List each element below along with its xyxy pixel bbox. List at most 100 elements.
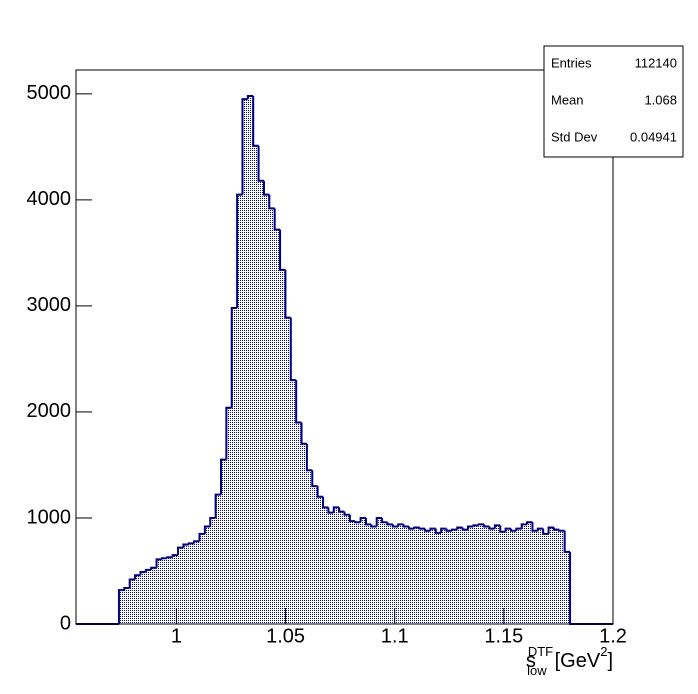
x-tick-label: 1 — [171, 625, 182, 647]
bar-fill — [532, 530, 538, 624]
bar-fill — [178, 547, 184, 624]
bar-fill — [258, 180, 264, 625]
bar-fill — [194, 541, 200, 624]
bar — [128, 578, 136, 624]
bar-outline — [252, 95, 259, 147]
x-axis-title: sDTF low [GeV2] — [526, 644, 613, 678]
bar-outline — [354, 521, 361, 524]
bar-outline — [418, 527, 426, 530]
bar — [493, 524, 501, 624]
bar-fill — [215, 494, 221, 624]
bar-fill — [510, 530, 517, 624]
stats-value: 0.04941 — [630, 129, 677, 144]
bar-fill — [253, 145, 259, 624]
bar — [117, 589, 125, 624]
bar — [391, 524, 399, 624]
bar-fill — [312, 486, 318, 624]
bar-fill — [414, 527, 420, 624]
bar — [375, 516, 383, 624]
bar-outline — [123, 586, 130, 591]
bar-outline — [305, 443, 313, 472]
bar-outline — [467, 525, 474, 530]
bar-fill — [156, 559, 162, 624]
bar — [407, 526, 415, 624]
bar-outline — [241, 98, 248, 195]
bar — [445, 528, 452, 624]
bar — [509, 528, 517, 624]
bar-outline — [563, 530, 571, 553]
bar-outline — [407, 526, 415, 530]
bar — [123, 586, 130, 624]
bar — [279, 229, 286, 624]
bar — [241, 98, 248, 624]
bar-outline — [144, 568, 152, 573]
x-tick-label: 1.15 — [484, 625, 523, 647]
bar — [262, 180, 270, 624]
bar-outline — [526, 521, 533, 525]
bar — [316, 486, 324, 624]
bar-fill — [516, 528, 522, 624]
bar-outline — [262, 180, 270, 196]
bar — [477, 523, 485, 624]
bar-fill — [285, 317, 291, 624]
bar — [381, 517, 388, 624]
bar-outline — [424, 528, 431, 532]
bar — [295, 380, 302, 624]
bar-fill — [333, 507, 340, 624]
bar-fill — [462, 529, 469, 624]
bar-outline — [246, 94, 254, 100]
bar — [499, 525, 506, 624]
bar — [488, 526, 495, 624]
bar — [359, 516, 366, 624]
bar-fill — [489, 528, 495, 624]
bar-fill — [408, 528, 415, 624]
bar-fill — [172, 555, 179, 624]
bar — [542, 528, 549, 624]
bar-outline — [370, 524, 377, 528]
bar-outline — [386, 522, 393, 526]
bar-outline — [343, 511, 350, 516]
stats-label: Std Dev — [551, 129, 598, 144]
bar — [332, 506, 340, 624]
bar-outline — [166, 556, 173, 559]
bar-outline — [177, 546, 184, 556]
bar — [225, 406, 232, 624]
bar-outline — [225, 406, 232, 460]
bar-outline — [279, 229, 286, 271]
stats-value: 1.068 — [644, 92, 677, 107]
bar — [531, 522, 538, 624]
bar — [230, 307, 238, 624]
bar — [289, 317, 297, 624]
bar — [214, 493, 221, 624]
bar-outline — [316, 486, 324, 498]
bar-outline — [198, 532, 205, 542]
bar-fill — [548, 527, 554, 624]
bar — [563, 530, 571, 624]
bar-outline — [182, 543, 189, 548]
y-tick-label: 4000 — [27, 188, 72, 210]
bar — [424, 528, 431, 624]
bar — [300, 422, 307, 624]
bar-outline — [203, 525, 211, 534]
x-title-sub: low — [527, 663, 547, 678]
bar-fill — [371, 526, 377, 624]
bar — [338, 507, 345, 624]
bar-outline — [160, 557, 168, 560]
bar-outline — [187, 542, 195, 545]
bar-fill — [527, 522, 533, 624]
bar-outline — [429, 527, 436, 531]
bar-fill — [392, 526, 399, 624]
bar — [467, 525, 474, 624]
bar-fill — [124, 587, 130, 624]
bar-fill — [161, 558, 168, 624]
bar-fill — [559, 530, 565, 624]
bar — [322, 496, 329, 624]
bar-outline — [397, 523, 404, 527]
bar — [520, 523, 528, 624]
bar-fill — [494, 525, 501, 624]
bar-outline — [531, 522, 538, 532]
y-tick-label: 3000 — [27, 294, 72, 316]
bar — [536, 527, 544, 624]
bar — [187, 542, 195, 624]
bar-fill — [274, 229, 281, 624]
